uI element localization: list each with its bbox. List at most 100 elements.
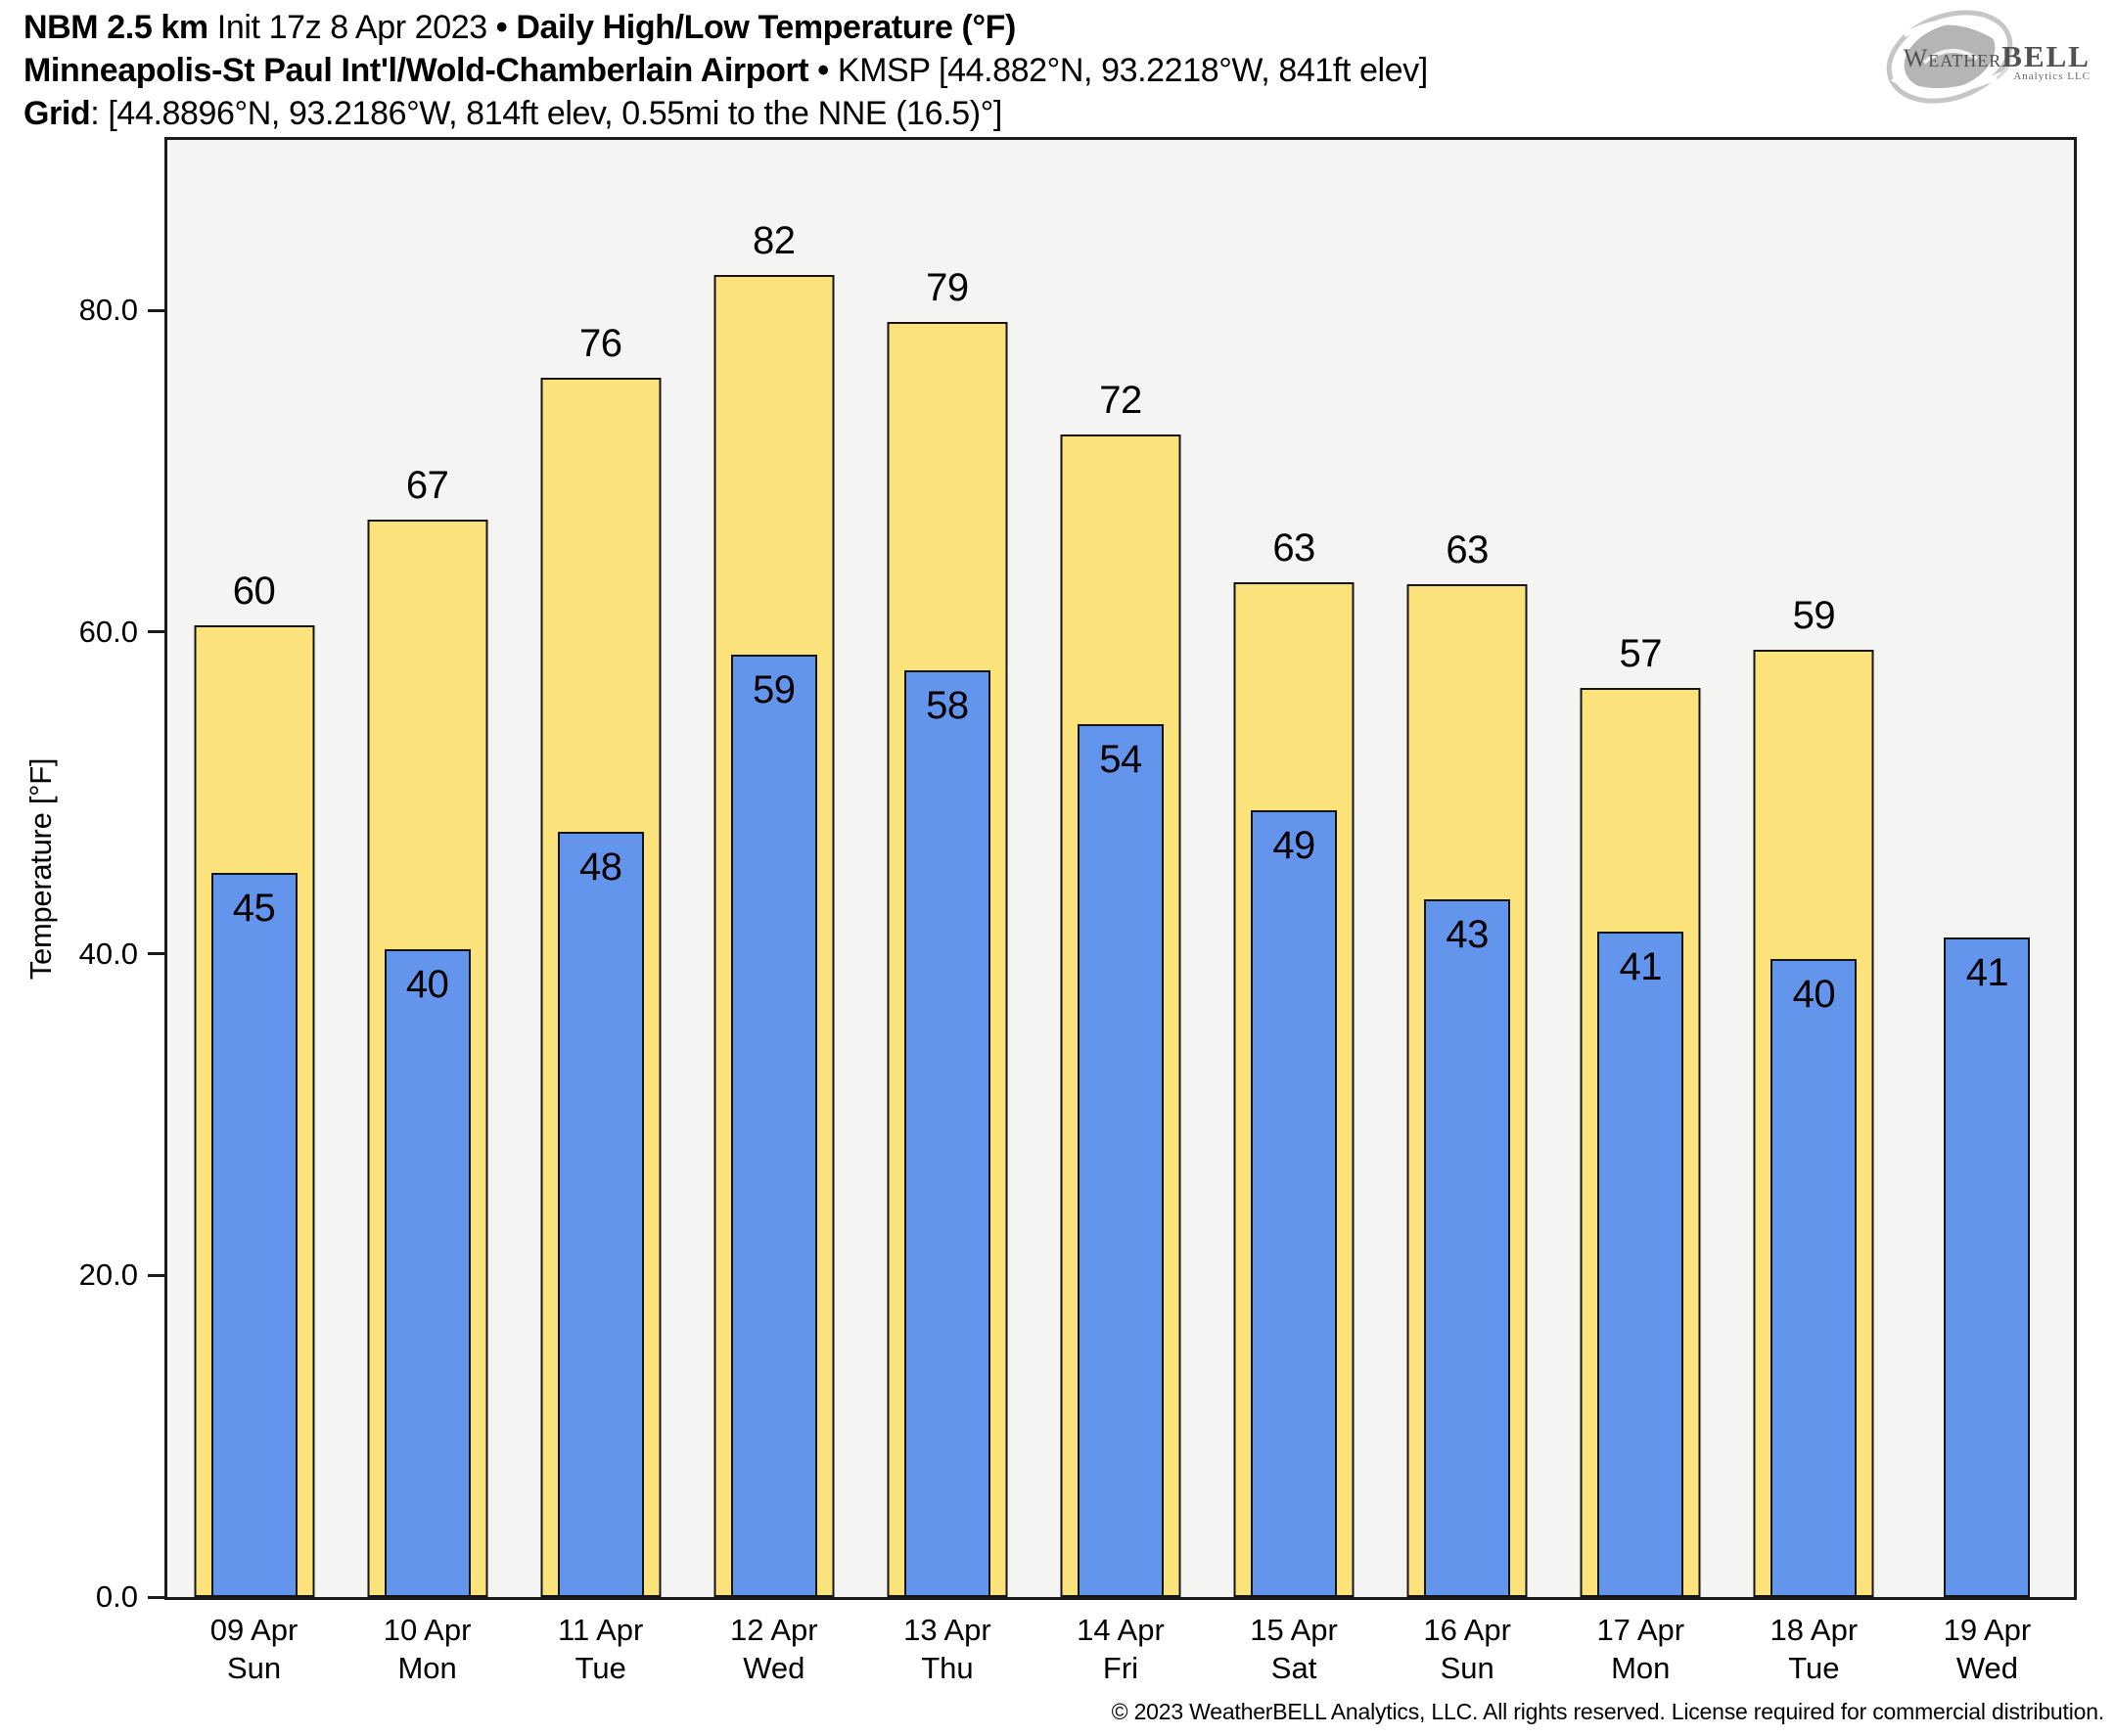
x-axis-date-label: 17 Apr Mon xyxy=(1554,1611,1727,1687)
low-value-label: 54 xyxy=(1099,737,1142,781)
day-column: 67 40 10 Apr Mon xyxy=(341,140,514,1685)
header-line-1: NBM 2.5 km Init 17z 8 Apr 2023 • Daily H… xyxy=(23,6,1428,49)
y-tick-mark xyxy=(148,1273,164,1277)
weekday-text: Tue xyxy=(574,1651,626,1685)
init-time: Init 17z 8 Apr 2023 xyxy=(216,9,487,46)
x-axis-date-label: 09 Apr Sun xyxy=(167,1611,341,1687)
day-column: 82 59 12 Apr Wed xyxy=(687,140,860,1685)
x-axis-date-label: 13 Apr Thu xyxy=(860,1611,1034,1687)
low-bar: 58 xyxy=(903,670,990,1597)
y-tick-label: 60.0 xyxy=(78,614,138,649)
low-value-label: 40 xyxy=(405,962,449,1006)
logo-subtitle: Analytics LLC xyxy=(2013,70,2091,82)
low-bar: 54 xyxy=(1077,723,1164,1597)
weekday-text: Thu xyxy=(921,1651,974,1685)
hurricane-swirl-icon xyxy=(1886,10,2013,104)
y-tick-label: 80.0 xyxy=(78,293,138,328)
high-value-label: 63 xyxy=(1446,527,1489,571)
x-axis-date-label: 15 Apr Sat xyxy=(1208,1611,1381,1687)
low-value-label: 48 xyxy=(578,845,622,889)
y-tick-mark xyxy=(148,952,164,956)
date-text: 12 Apr xyxy=(729,1613,818,1647)
date-text: 16 Apr xyxy=(1423,1613,1511,1647)
low-bar: 59 xyxy=(730,654,817,1597)
date-text: 17 Apr xyxy=(1596,1613,1685,1647)
grid-label: Grid xyxy=(23,95,91,132)
high-value-label: 57 xyxy=(1619,632,1663,676)
header-line-3: Grid: [44.8896°N, 93.2186°W, 814ft elev,… xyxy=(23,92,1428,135)
bullet-icon: • xyxy=(495,9,508,46)
high-value-label: 67 xyxy=(405,463,449,507)
chart-header: NBM 2.5 km Init 17z 8 Apr 2023 • Daily H… xyxy=(23,6,1428,135)
low-value-label: 49 xyxy=(1272,824,1315,868)
logo-text: WeatherBELL Analytics LLC xyxy=(1904,39,2091,82)
weekday-text: Tue xyxy=(1788,1651,1840,1685)
low-bar: 40 xyxy=(1770,958,1858,1597)
page-title: Daily High/Low Temperature (°F) xyxy=(516,9,1016,46)
high-value-label: 76 xyxy=(578,322,622,366)
low-value-label: 41 xyxy=(1619,944,1663,988)
date-text: 14 Apr xyxy=(1077,1613,1165,1647)
day-column: 41 19 Apr Wed xyxy=(1901,140,2074,1685)
day-column: 76 48 11 Apr Tue xyxy=(514,140,687,1685)
weekday-text: Mon xyxy=(1611,1651,1671,1685)
weekday-text: Wed xyxy=(1955,1651,2019,1685)
weatherbell-logo: WeatherBELL Analytics LLC xyxy=(1879,4,2091,110)
bullet-icon: • xyxy=(817,52,829,89)
low-bar: 45 xyxy=(210,873,298,1597)
date-text: 18 Apr xyxy=(1769,1613,1859,1647)
grid-details: : [44.8896°N, 93.2186°W, 814ft elev, 0.5… xyxy=(90,95,1002,132)
y-tick-label: 0.0 xyxy=(95,1579,138,1614)
high-value-label: 82 xyxy=(753,219,796,263)
date-text: 19 Apr xyxy=(1943,1613,2032,1647)
station-details: KMSP [44.882°N, 93.2218°W, 841ft elev] xyxy=(837,52,1428,89)
day-column: 79 58 13 Apr Thu xyxy=(860,140,1034,1685)
x-axis-date-label: 16 Apr Sun xyxy=(1381,1611,1554,1687)
high-value-label: 63 xyxy=(1272,525,1315,570)
x-axis-date-label: 10 Apr Mon xyxy=(341,1611,514,1687)
weekday-text: Sun xyxy=(226,1651,282,1685)
x-axis-date-label: 12 Apr Wed xyxy=(687,1611,860,1687)
copyright: © 2023 WeatherBELL Analytics, LLC. All r… xyxy=(1111,1699,2105,1724)
weekday-text: Fri xyxy=(1102,1651,1139,1685)
plot-area: 0.0 20.0 40.0 60.0 80.0 60 45 09 Apr Sun 67 40 10 A… xyxy=(79,137,2077,1685)
weekday-text: Mon xyxy=(397,1651,457,1685)
high-value-label: 59 xyxy=(1792,594,1836,637)
day-column: 57 41 17 Apr Mon xyxy=(1554,140,1727,1685)
low-bar: 49 xyxy=(1251,810,1338,1597)
day-column: 63 49 15 Apr Sat xyxy=(1208,140,1381,1685)
x-axis-date-label: 14 Apr Fri xyxy=(1034,1611,1207,1687)
x-axis-date-label: 19 Apr Wed xyxy=(1901,1611,2074,1687)
weekday-text: Sun xyxy=(1440,1651,1494,1685)
high-value-label: 60 xyxy=(232,570,276,614)
model-name: NBM 2.5 km xyxy=(23,9,208,46)
high-value-label: 72 xyxy=(1099,378,1142,422)
low-bar: 41 xyxy=(1944,937,2031,1597)
date-text: 09 Apr xyxy=(209,1613,299,1647)
y-tick-label: 40.0 xyxy=(78,936,138,971)
low-value-label: 59 xyxy=(753,667,796,711)
day-column: 59 40 18 Apr Tue xyxy=(1727,140,1901,1685)
y-axis-label: Temperature [°F] xyxy=(23,757,58,981)
low-bar: 43 xyxy=(1424,898,1511,1597)
weekday-text: Sat xyxy=(1270,1651,1317,1685)
logo-word-weather: Weather xyxy=(1903,44,2002,72)
y-tick-mark xyxy=(148,1595,164,1599)
x-axis-date-label: 18 Apr Tue xyxy=(1727,1611,1901,1687)
day-column: 72 54 14 Apr Fri xyxy=(1034,140,1207,1685)
header-line-2: Minneapolis-St Paul Int'l/Wold-Chamberla… xyxy=(23,49,1428,92)
date-text: 13 Apr xyxy=(903,1613,991,1647)
low-bar: 40 xyxy=(384,948,471,1597)
low-bar: 48 xyxy=(557,831,644,1597)
high-value-label: 79 xyxy=(926,265,969,309)
low-value-label: 58 xyxy=(926,684,969,728)
date-text: 11 Apr xyxy=(558,1613,644,1647)
y-tick-label: 20.0 xyxy=(78,1257,138,1293)
weekday-text: Wed xyxy=(743,1651,805,1685)
logo-word-bell: BELL xyxy=(2001,39,2091,73)
day-column: 63 43 16 Apr Sun xyxy=(1381,140,1554,1685)
low-value-label: 40 xyxy=(1792,972,1836,1016)
low-value-label: 41 xyxy=(1965,951,2009,995)
day-column: 60 45 09 Apr Sun xyxy=(167,140,341,1685)
